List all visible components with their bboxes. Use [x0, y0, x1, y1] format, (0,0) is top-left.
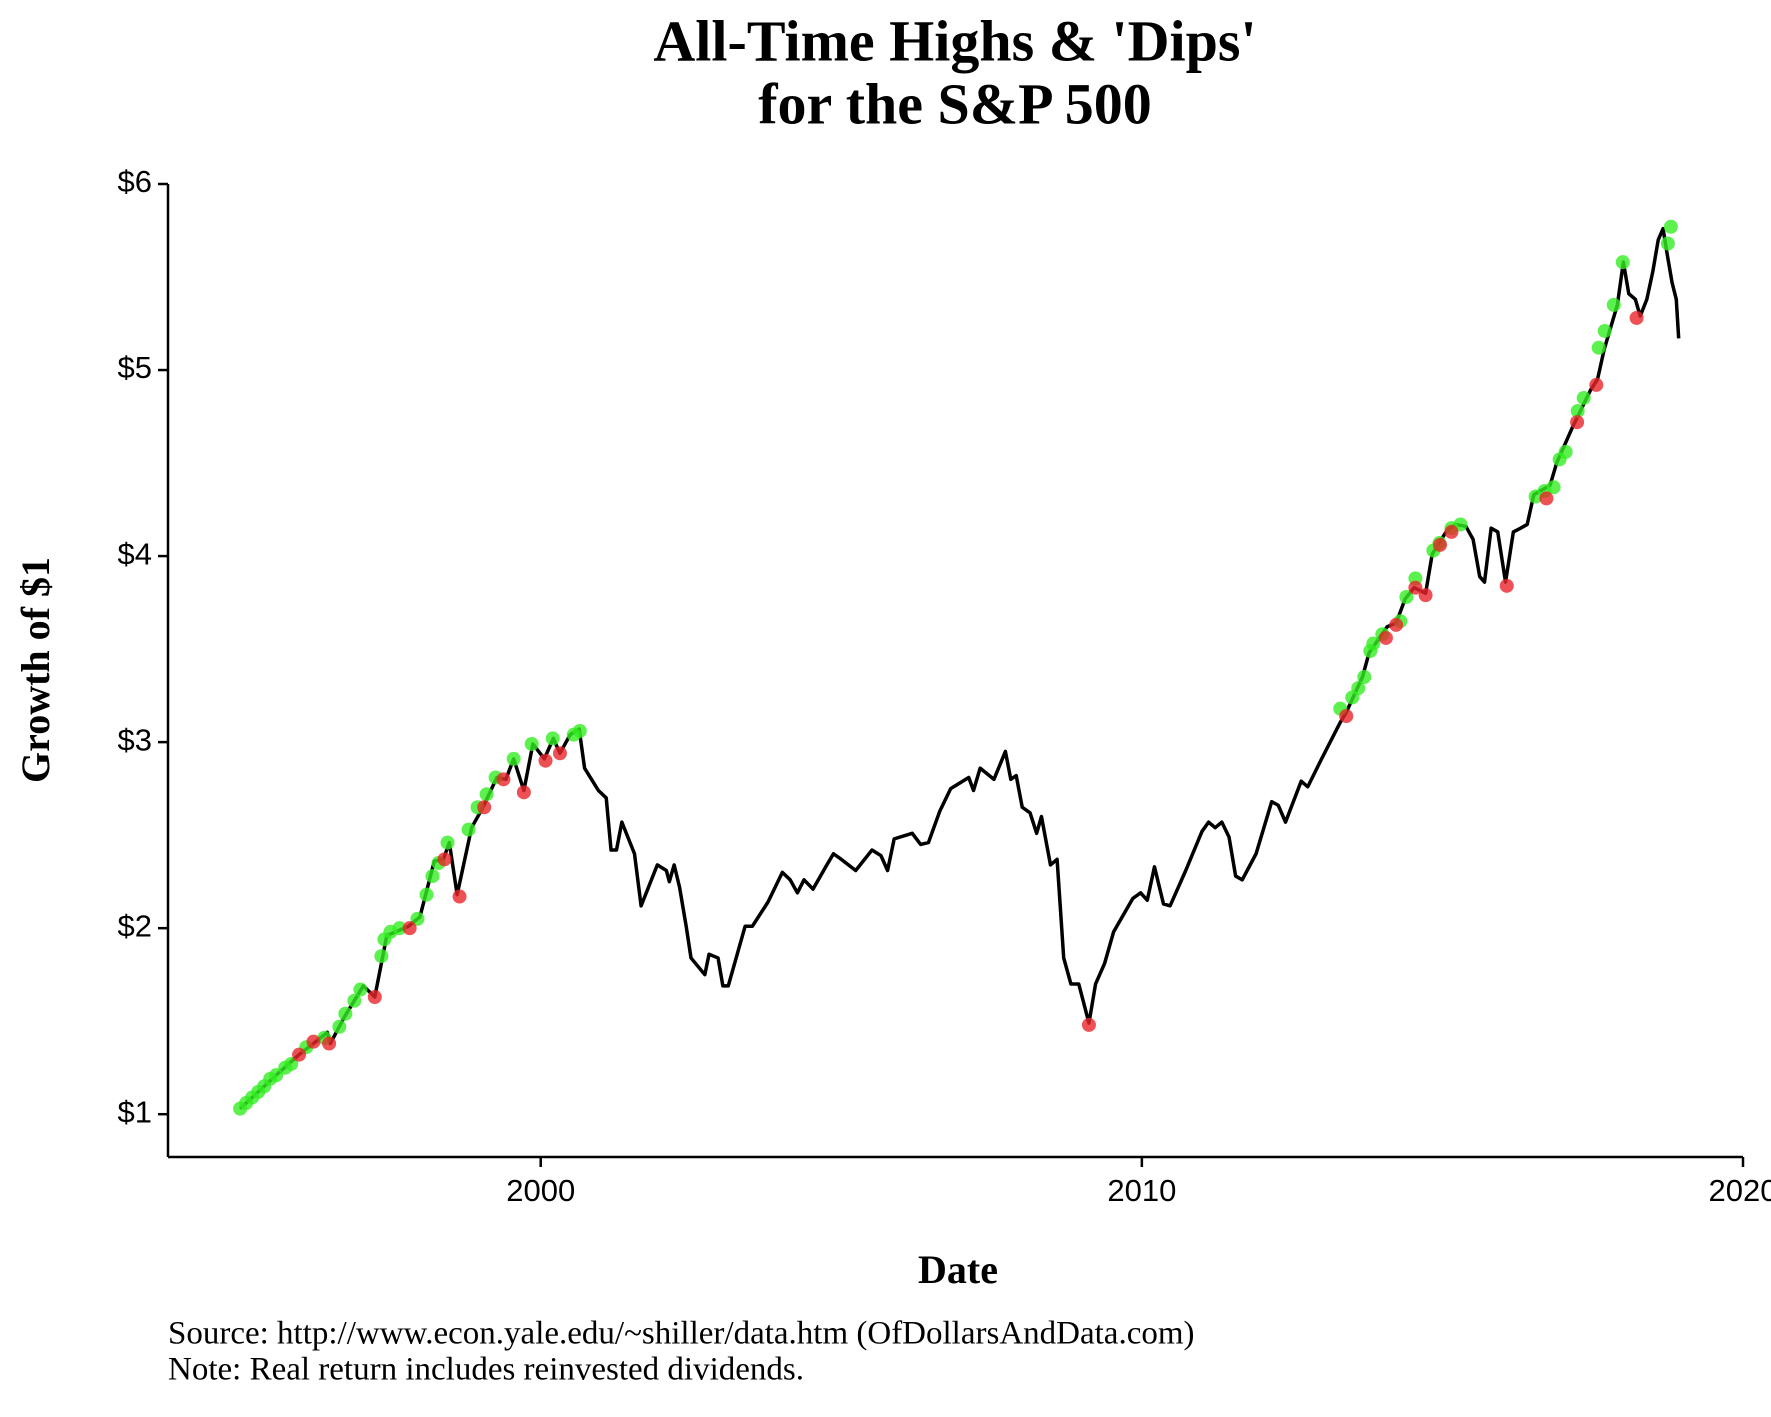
point: [506, 751, 521, 766]
point: [353, 982, 368, 997]
chart-title: All-Time Highs & 'Dips': [653, 8, 1256, 73]
point: [419, 887, 434, 902]
point: [410, 911, 425, 926]
line: [238, 226, 1681, 1110]
point: [1615, 255, 1630, 270]
y-tick-label: $1: [118, 1094, 152, 1129]
point: [1499, 578, 1514, 593]
point: [461, 822, 476, 837]
point: [572, 723, 587, 738]
y-tick-label: $6: [118, 164, 152, 199]
point: [477, 800, 492, 815]
point: [1433, 537, 1448, 552]
point: [437, 852, 452, 867]
point: [1576, 390, 1591, 405]
point: [1378, 630, 1393, 645]
point: [292, 1047, 307, 1062]
y-tick-label: $4: [118, 536, 152, 571]
point: [1351, 681, 1366, 696]
point: [1357, 670, 1372, 685]
point: [367, 990, 382, 1005]
x-tick-label: 2000: [506, 1173, 575, 1208]
point: [338, 1006, 353, 1021]
point: [306, 1034, 321, 1049]
point: [496, 772, 511, 787]
point: [1591, 340, 1606, 355]
point: [1539, 491, 1554, 506]
y-axis-label: Growth of $1: [13, 557, 58, 783]
point: [322, 1036, 337, 1051]
point: [347, 993, 362, 1008]
point: [1570, 403, 1585, 418]
point: [440, 835, 455, 850]
point: [1660, 236, 1675, 251]
point: [552, 746, 567, 761]
point: [479, 787, 494, 802]
point: [284, 1056, 299, 1071]
point: [1663, 219, 1678, 234]
point: [402, 921, 417, 936]
point: [1558, 444, 1573, 459]
source-note: Source: http://www.econ.yale.edu/~shille…: [168, 1316, 1195, 1352]
chart-title: for the S&P 500: [758, 71, 1152, 136]
point: [1597, 323, 1612, 338]
point: [392, 921, 407, 936]
x-tick-label: 2010: [1107, 1173, 1176, 1208]
point: [1408, 580, 1423, 595]
point: [524, 736, 539, 751]
point: [332, 1019, 347, 1034]
note: Note: Real return includes reinvested di…: [168, 1352, 804, 1388]
point: [1570, 415, 1585, 430]
point: [1606, 297, 1621, 312]
point: [1589, 377, 1604, 392]
point: [1081, 1017, 1096, 1032]
point: [1546, 480, 1561, 495]
point: [538, 753, 553, 768]
point: [1399, 590, 1414, 605]
y-tick-label: $5: [118, 350, 152, 385]
point: [1418, 588, 1433, 603]
y-tick-label: $2: [118, 908, 152, 943]
point: [1389, 617, 1404, 632]
y-tick-label: $3: [118, 722, 152, 757]
point: [1339, 709, 1354, 724]
point: [425, 869, 440, 884]
x-axis-label: Date: [918, 1247, 998, 1292]
x-tick-label: 2020: [1709, 1173, 1771, 1208]
point: [1444, 524, 1459, 539]
point: [545, 731, 560, 746]
point: [374, 949, 389, 964]
point: [452, 889, 467, 904]
point: [1629, 310, 1644, 325]
point: [1366, 636, 1381, 651]
point: [516, 785, 531, 800]
